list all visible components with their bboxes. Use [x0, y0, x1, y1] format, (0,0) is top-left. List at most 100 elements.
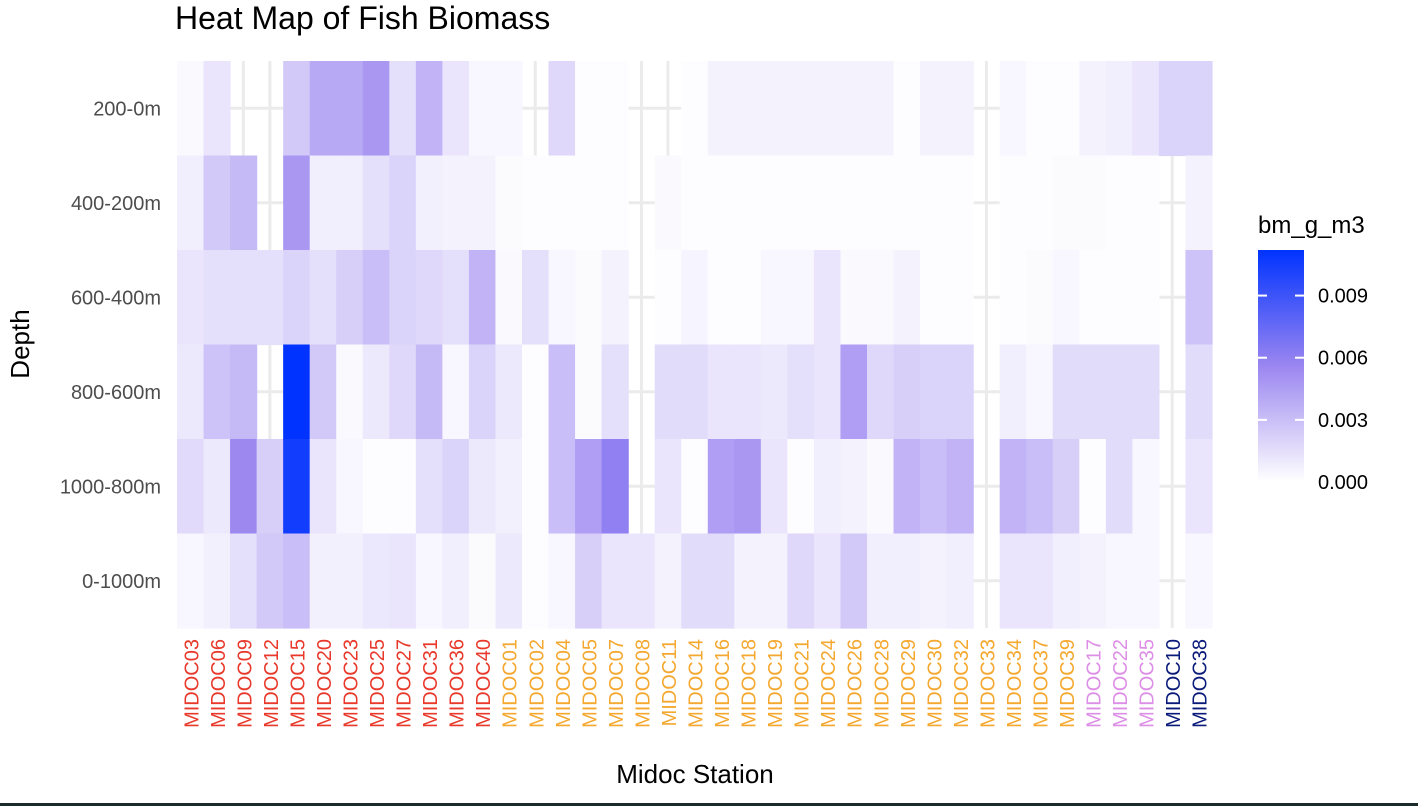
x-tick-label: MIDOC18 [739, 639, 761, 728]
heatmap-cell [1105, 439, 1133, 535]
heatmap-cell [920, 344, 948, 440]
heatmap-cell [548, 439, 576, 535]
heatmap-cell [1132, 61, 1160, 157]
heatmap-cell [601, 250, 629, 346]
heatmap-cell [893, 155, 921, 251]
heatmap-cell [734, 61, 762, 157]
heatmap-cell [707, 533, 735, 629]
heatmap-cell [468, 344, 497, 440]
heatmap-cell [867, 250, 895, 346]
heatmap-cell [283, 250, 311, 346]
heatmap-cell [336, 155, 364, 251]
heatmap-cell [867, 344, 895, 440]
y-tick-labels: 200-0m 400-200m 600-400m 800-600m 1000-800m 0… [60, 98, 161, 593]
heatmap-cell [1105, 344, 1133, 440]
heatmap-cell [601, 533, 629, 629]
x-tick-label: MIDOC16 [712, 639, 734, 728]
heatmap-cell [442, 344, 470, 440]
heatmap-cell [309, 439, 337, 535]
heatmap-cell [548, 533, 576, 629]
heatmap-cell [336, 533, 364, 629]
heatmap-cell [203, 344, 231, 440]
heatmap-cell [1105, 250, 1133, 346]
heatmap-cell [336, 61, 364, 157]
heatmap-cell [362, 61, 390, 157]
heatmap-cell [920, 533, 948, 629]
y-tick-label: 200-0m [93, 98, 161, 120]
heatmap-cell [415, 61, 443, 157]
heatmap-cell [522, 250, 550, 346]
x-tick-label: MIDOC27 [394, 639, 416, 728]
heatmap-cell [760, 533, 788, 629]
heatmap-cell [522, 533, 550, 629]
heatmap-cell [230, 533, 258, 629]
heatmap-cell [1105, 533, 1133, 629]
heatmap-cell [336, 250, 364, 346]
heatmap-cell [442, 155, 470, 251]
heatmap-cell [681, 439, 709, 535]
x-tick-label: MIDOC36 [447, 639, 469, 728]
heatmap-cell [389, 439, 417, 535]
heatmap-cell [442, 61, 470, 157]
legend-tick-label: 0.006 [1318, 348, 1368, 370]
heatmap-cell [1185, 344, 1213, 440]
heatmap-cell [734, 344, 762, 440]
heatmap-cell [389, 61, 417, 157]
heatmap-cell [468, 155, 497, 251]
x-tick-label: MIDOC06 [208, 639, 230, 728]
x-tick-label: MIDOC39 [1057, 639, 1079, 728]
y-tick-label: 800-600m [71, 382, 161, 404]
heatmap-cell [1079, 61, 1107, 157]
heatmap-cell [548, 250, 576, 346]
heatmap-cell [707, 344, 735, 440]
heatmap-cell [654, 439, 682, 535]
heatmap-cell [362, 533, 390, 629]
y-tick-label: 1000-800m [60, 476, 161, 498]
y-tick-label: 0-1000m [82, 571, 161, 593]
heatmap-cell [1185, 533, 1213, 629]
heatmap-cell [468, 250, 497, 346]
heatmap-cell [230, 155, 258, 251]
heatmap-cell [1052, 61, 1080, 157]
x-tick-label: MIDOC05 [579, 639, 601, 728]
heatmap-cell [601, 344, 629, 440]
x-tick-label: MIDOC23 [341, 639, 363, 728]
heatmap-cell [177, 61, 205, 157]
heatmap-cell [654, 250, 682, 346]
heatmap-cell [230, 344, 258, 440]
heatmap-cell [203, 533, 231, 629]
heatmap-cell [1132, 250, 1160, 346]
heatmap-cell [813, 533, 842, 629]
heatmap-cell [256, 533, 284, 629]
heatmap-cell [548, 155, 576, 251]
heatmap-cell [336, 439, 364, 535]
heatmap-cell [522, 439, 550, 535]
heatmap-cell [495, 533, 523, 629]
x-tick-label: MIDOC03 [181, 639, 203, 728]
heatmap-cell [787, 344, 815, 440]
x-axis-title: Midoc Station [616, 759, 774, 789]
heatmap-cell [867, 155, 895, 251]
x-tick-label: MIDOC22 [1110, 639, 1132, 728]
heatmap-cell [760, 344, 788, 440]
x-tick-label: MIDOC19 [765, 639, 787, 728]
heatmap-cell [548, 61, 576, 157]
heatmap-cell [389, 533, 417, 629]
heatmap-cell [495, 344, 523, 440]
heatmap-cell [787, 61, 815, 157]
heatmap-cell [1185, 155, 1213, 251]
heatmap-cell [734, 533, 762, 629]
x-tick-label: MIDOC32 [951, 639, 973, 728]
heatmap-cell [813, 344, 842, 440]
heatmap-cell [840, 439, 868, 535]
y-tick-label: 400-200m [71, 193, 161, 215]
heatmap-cell [256, 250, 284, 346]
heatmap-cell [389, 344, 417, 440]
heatmap-cell [707, 61, 735, 157]
heatmap-cell [654, 155, 682, 251]
heatmap-cell [1052, 250, 1080, 346]
heatmap-cell [177, 533, 205, 629]
heatmap-cell [760, 250, 788, 346]
bottom-border [0, 803, 1418, 806]
legend-title: bm_g_m3 [1258, 212, 1365, 239]
